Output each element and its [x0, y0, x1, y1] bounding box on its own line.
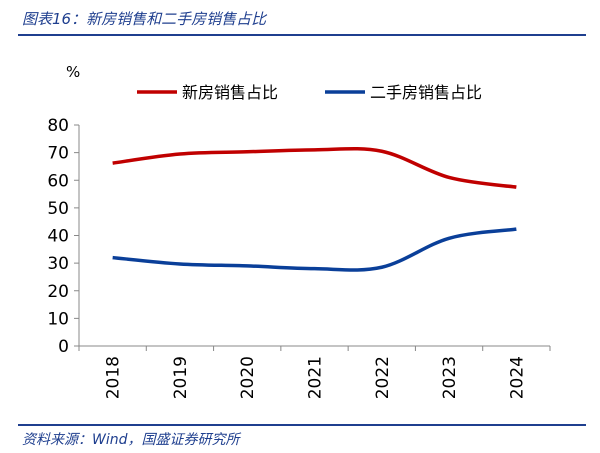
y-tick-label: 60 — [47, 171, 69, 191]
legend-label-1: 新房销售占比 — [182, 83, 278, 102]
y-tick-label: 70 — [47, 144, 69, 164]
x-tick-label: 2023 — [440, 356, 460, 399]
y-tick-label: 30 — [47, 254, 69, 274]
footer-rule — [18, 424, 586, 426]
x-tick-label: 2021 — [306, 356, 326, 399]
x-tick-label: 2022 — [373, 356, 393, 399]
y-tick-label: 0 — [58, 337, 69, 357]
x-tick-label: 2018 — [104, 356, 124, 399]
y-tick-label: 10 — [47, 309, 69, 329]
title-rule — [18, 34, 586, 36]
y-axis-unit: % — [66, 63, 80, 81]
x-tick-label: 2020 — [238, 356, 258, 399]
y-tick-label: 80 — [47, 116, 69, 136]
source-note: 资料来源：Wind，国盛证券研究所 — [22, 432, 240, 448]
legend-label-2: 二手房销售占比 — [370, 83, 482, 102]
y-tick-label: 40 — [47, 227, 69, 247]
series-line-2 — [112, 227, 517, 272]
y-tick-label: 20 — [47, 282, 69, 302]
x-tick-label: 2024 — [507, 356, 527, 399]
x-tick-label: 2019 — [171, 356, 191, 399]
figure-title: 图表16：新房销售和二手房销售占比 — [22, 10, 267, 28]
y-tick-label: 50 — [47, 199, 69, 219]
series-line-1 — [112, 146, 517, 189]
